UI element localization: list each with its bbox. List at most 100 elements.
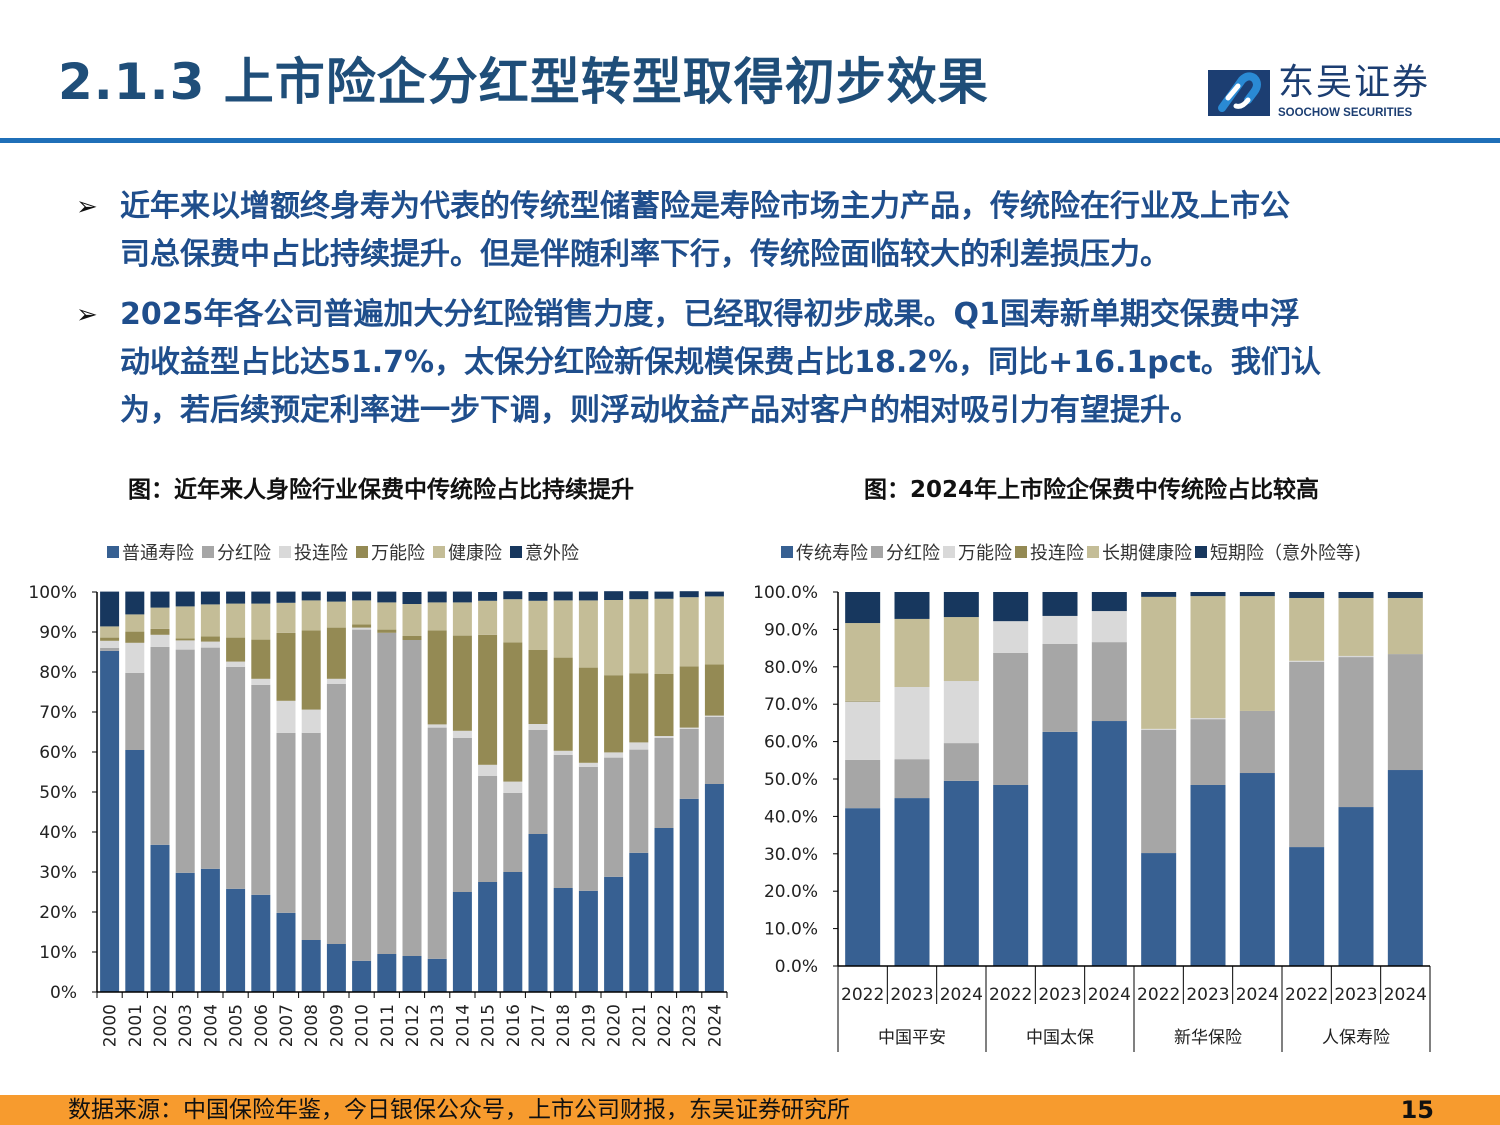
bar-segment (629, 852, 649, 992)
legend-item: 长期健康险 (1087, 539, 1192, 565)
bar-segment (478, 882, 498, 992)
legend-label: 万能险 (958, 543, 1012, 564)
bar-segment (1239, 773, 1275, 966)
y-tick-label: 10% (39, 943, 77, 963)
x-tick-label: 2024 (1384, 985, 1427, 1005)
bar-segment (1338, 807, 1374, 966)
bar-segment (1338, 657, 1374, 808)
bar-segment (377, 632, 397, 954)
legend-item: 传统寿险 (781, 539, 868, 565)
bar-segment (1387, 592, 1423, 598)
header-divider (0, 138, 1500, 143)
x-tick-label: 2023 (890, 985, 933, 1005)
bar-segment (301, 630, 321, 710)
x-tick-label: 2009 (327, 1004, 347, 1047)
bar-segment (326, 601, 346, 628)
bar-segment (629, 742, 649, 750)
bar-segment (150, 646, 170, 845)
group-label: 中国太保 (1026, 1028, 1094, 1048)
bar-segment (993, 592, 1029, 622)
bar-segment (993, 621, 1029, 653)
x-tick-label: 2018 (554, 1004, 574, 1047)
bar-segment (654, 738, 674, 828)
bar-segment (402, 956, 422, 992)
bar-segment (679, 728, 699, 799)
legend-item: 投连险 (1015, 539, 1084, 565)
y-tick-label: 60.0% (764, 733, 818, 753)
right-stacked-bar-chart: 0.0% 10.0% 20.0% 30.0% 40.0% 50.0% 60.0% 70.0% 8… (753, 583, 1431, 1052)
y-tick-label: 30.0% (764, 845, 818, 865)
bullet-point-2: ➢ 2025年各公司普遍加大分红险销售力度，已经取得初步成果。Q1国寿新单期交保… (76, 291, 1456, 441)
bar-segment (503, 872, 523, 992)
bar-segment (604, 876, 624, 992)
x-tick-label: 2022 (1285, 985, 1328, 1005)
bar-segment (427, 724, 447, 728)
legend-label: 健康险 (448, 543, 502, 564)
bar-segment (845, 623, 881, 701)
bullet-line: 为，若后续预定利率进一步下调，则浮动收益产品对客户的相对吸引力有望提升。 (120, 393, 1200, 428)
bar-segment (943, 617, 979, 682)
legend-swatch (1015, 546, 1027, 558)
bar-segment (326, 591, 346, 602)
bullet-line: 司总保费中占比持续提升。但是伴随利率下行，传统险面临较大的利差损压力。 (120, 237, 1170, 272)
x-tick-label: 2023 (680, 1004, 700, 1047)
y-tick-label: 90.0% (764, 620, 818, 640)
bar-segment (1042, 643, 1078, 732)
bar-segment (553, 591, 573, 601)
bar-segment (845, 700, 881, 702)
y-tick-label: 60% (39, 743, 77, 763)
bar-segment (894, 618, 930, 687)
x-tick-label: 2005 (227, 1004, 247, 1047)
y-tick-label: 0% (50, 983, 77, 1003)
bar-segment (276, 732, 296, 913)
bar-segment (226, 591, 246, 604)
y-tick-label: 80% (39, 663, 77, 683)
legend-swatch (871, 546, 883, 558)
bar-segment (100, 648, 120, 651)
y-tick-label: 100% (28, 583, 77, 603)
company-logo: 东吴证券 SOOCHOW SECURITIES (1208, 64, 1433, 122)
bar-segment (629, 673, 649, 743)
bar-segment (943, 743, 979, 781)
bar-segment (301, 600, 321, 631)
bar-segment (352, 624, 372, 628)
bar-segment (100, 591, 120, 627)
bar-segment (1387, 654, 1423, 771)
bar-segment (452, 738, 472, 892)
page-number: 15 (1400, 1096, 1434, 1124)
arrow-bullet-icon: ➢ (76, 192, 98, 222)
bar-segment (100, 637, 120, 641)
bar-segment (402, 592, 422, 604)
bar-segment (503, 781, 523, 793)
bar-segment (377, 602, 397, 630)
bar-segment (377, 591, 397, 603)
x-tick-label: 2001 (126, 1004, 146, 1047)
legend-item: 投连险 (279, 539, 348, 565)
bar-segment (150, 634, 170, 647)
bar-segment (629, 591, 649, 600)
bar-segment (251, 591, 271, 604)
bar-segment (578, 890, 598, 992)
bar-segment (553, 888, 573, 992)
bar-segment (1289, 597, 1325, 661)
x-tick-label: 2016 (504, 1004, 524, 1047)
bar-segment (1190, 718, 1226, 720)
bar-segment (100, 640, 120, 648)
bar-segment (200, 636, 220, 642)
bar-segment (604, 757, 624, 877)
bar-segment (326, 944, 346, 992)
legend-swatch (781, 546, 793, 558)
bar-segment (553, 754, 573, 888)
bar-segment (578, 762, 598, 767)
bar-segment (1190, 596, 1226, 719)
x-tick-label: 2024 (1236, 985, 1279, 1005)
bar-segment (276, 591, 296, 603)
x-tick-label: 2014 (453, 1004, 473, 1047)
bar-segment (1141, 853, 1177, 966)
right-chart-title: 图：2024年上市险企保费中传统险占比较高 (864, 477, 1320, 503)
bar-segment (301, 709, 321, 733)
y-tick-label: 20.0% (764, 882, 818, 902)
bar-segment (226, 603, 246, 638)
bar-segment (528, 834, 548, 992)
bar-segment (150, 607, 170, 629)
